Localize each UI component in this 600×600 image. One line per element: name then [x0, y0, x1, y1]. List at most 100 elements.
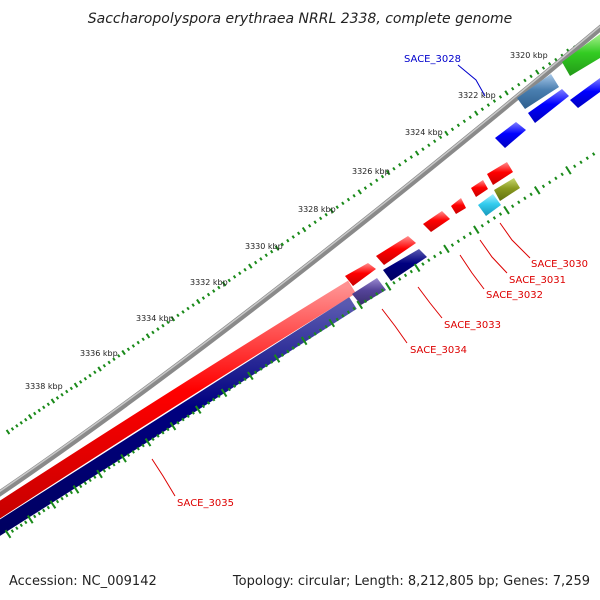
scale-tick: [541, 66, 546, 70]
map-title: Saccharopolyspora erythraea NRRL 2338, c…: [88, 11, 513, 27]
scale-tick: [438, 135, 443, 140]
leader-sace-3032: [459, 254, 485, 290]
scale-tick: [161, 323, 165, 328]
scale-tick: [498, 95, 503, 99]
scale-tick: [585, 156, 589, 160]
scale-tick: [117, 354, 121, 358]
gene-arrow[interactable]: [528, 89, 569, 123]
scale-tick: [369, 182, 373, 187]
scale-tick: [10, 529, 15, 533]
scale-tick: [186, 306, 190, 311]
scale-tick: [357, 189, 362, 195]
gene-sace-3034[interactable]: [352, 278, 386, 305]
scale-tick: [352, 193, 356, 198]
scale-tick: [93, 370, 97, 375]
scale-tick: [414, 150, 420, 156]
gene-label-sace-3033[interactable]: SACE_3033: [444, 320, 501, 331]
scale-tick: [60, 392, 64, 397]
scale-tick: [156, 327, 160, 331]
scale-tick: [409, 155, 413, 159]
scale-tick: [533, 186, 541, 195]
scale-tick: [117, 459, 121, 464]
scale-tick: [380, 288, 385, 293]
scale-tick: [24, 417, 28, 422]
gene-sace-3035-forward-block[interactable]: [0, 280, 356, 519]
scale-tick: [444, 130, 449, 136]
gene-arrow[interactable]: [495, 122, 526, 148]
scale-tick: [427, 143, 431, 148]
scale-tick: [468, 115, 472, 120]
scale-tick: [264, 363, 268, 368]
scale-tick: [498, 212, 503, 216]
scale-tick: [421, 262, 425, 266]
scale-tick: [403, 273, 408, 278]
scale-tick: [313, 331, 317, 336]
gene-sace-3031[interactable]: [451, 198, 466, 214]
scale-tick: [280, 242, 285, 247]
gene-sace-3033-arrow[interactable]: [376, 236, 416, 265]
scale-tick: [60, 496, 64, 501]
scale-tick: [517, 200, 521, 205]
scale-tick: [4, 529, 12, 539]
scale-tick: [151, 330, 155, 335]
gene-arrow[interactable]: [562, 34, 600, 76]
scale-tick: [450, 243, 455, 247]
gene-label-sace-3031[interactable]: SACE_3031: [509, 275, 566, 286]
scale-tick: [78, 380, 83, 384]
gene-label-sace-3035[interactable]: SACE_3035: [177, 498, 234, 509]
gene-sace-3032[interactable]: [423, 211, 450, 232]
scale-tick: [247, 371, 254, 381]
scale-tick: [286, 349, 290, 354]
scale-tick: [73, 382, 79, 388]
scale-tick: [409, 269, 413, 274]
scale-tick: [169, 421, 177, 431]
scale-tick: [217, 394, 221, 399]
gene-label-sace-3032[interactable]: SACE_3032: [486, 290, 543, 301]
gene-arrow[interactable]: [383, 249, 427, 281]
scale-label: 3324 kbp: [405, 128, 443, 137]
scale-tick: [232, 275, 237, 279]
gene-arrow[interactable]: [478, 194, 501, 216]
scale-tick: [554, 176, 558, 181]
scale-tick: [24, 520, 28, 525]
scale-label: 3328 kbp: [298, 205, 336, 214]
scale-tick: [253, 370, 258, 375]
gene-label-sace-3034[interactable]: SACE_3034: [410, 345, 467, 356]
scale-tick: [161, 430, 165, 435]
scale-tick: [107, 360, 111, 365]
gene-arrow[interactable]: [345, 263, 376, 286]
scale-tick: [248, 263, 253, 269]
scale-tick: [301, 226, 307, 233]
scale-tick: [274, 245, 280, 251]
gene-arrow[interactable]: [494, 178, 520, 201]
scale-tick: [486, 103, 491, 107]
scale-tick: [329, 208, 334, 214]
scale-tick: [474, 110, 479, 116]
scale-tick: [385, 170, 391, 176]
scale-tick: [328, 318, 336, 328]
scale-tick: [346, 310, 351, 315]
scale-tick: [363, 299, 368, 304]
scale-tick: [486, 220, 491, 224]
scale-tick: [42, 405, 46, 410]
gene-arrow[interactable]: [487, 162, 513, 185]
gene-arrow[interactable]: [570, 78, 600, 108]
scale-tick: [480, 107, 485, 111]
scale-tick: [398, 277, 402, 281]
gene-sace-3035[interactable]: [0, 297, 357, 536]
scale-tick: [253, 260, 258, 265]
scale-label: 3330 kbp: [245, 242, 283, 251]
scale-tick: [341, 201, 345, 206]
scale-label: 3326 kbp: [352, 167, 390, 176]
scale-label: 3320 kbp: [510, 51, 548, 60]
gene-label-sace-3030[interactable]: SACE_3030: [531, 259, 588, 270]
gene-sace-3030[interactable]: [471, 180, 488, 197]
outer-tick-ring: [5, 32, 596, 435]
gene-sace-3028[interactable]: [517, 74, 559, 109]
scale-tick: [517, 82, 521, 87]
scale-tick: [166, 320, 170, 325]
scale-tick: [462, 235, 466, 240]
scale-tick: [131, 344, 136, 348]
leader-sace-3028: [457, 64, 486, 97]
gene-label-sace-3028[interactable]: SACE_3028: [404, 54, 461, 65]
